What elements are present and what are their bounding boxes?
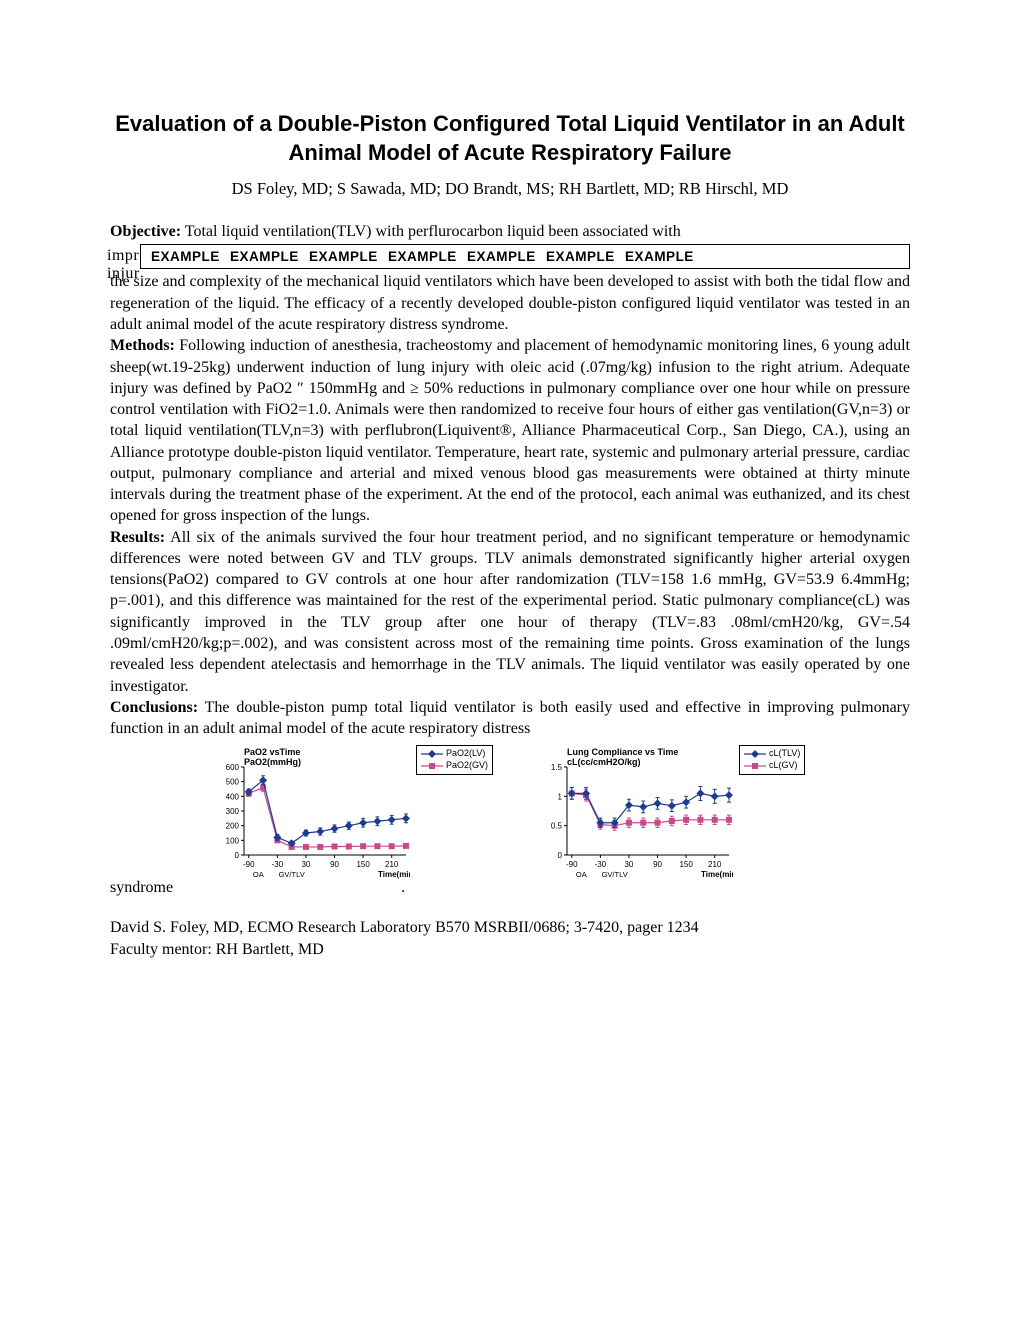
fragment-injur: injur: [107, 265, 140, 283]
chart2-block: Lung Compliance vs TimecL(cc/cmH2O/kg) 0 0…: [533, 745, 805, 885]
svg-text:90: 90: [653, 860, 662, 869]
conclusions-label: Conclusions:: [110, 699, 198, 716]
svg-text:cL(cc/cmH2O/kg): cL(cc/cmH2O/kg): [567, 757, 641, 767]
svg-text:GV/TLV: GV/TLV: [602, 870, 628, 879]
methods-block: Methods: Following induction of anesthes…: [110, 335, 910, 526]
syndrome-period: .: [401, 879, 405, 896]
conclusions-block: Conclusions: The double-piston pump tota…: [110, 697, 910, 740]
chart1-legend: PaO2(LV) PaO2(GV): [416, 745, 493, 774]
legend-row-lv: PaO2(LV): [421, 748, 488, 760]
svg-text:90: 90: [330, 860, 339, 869]
results-text: All six of the animals survived the four…: [110, 529, 910, 695]
svg-text:-30: -30: [272, 860, 284, 869]
example-watermark-text: EXAMPLE EXAMPLE EXAMPLE EXAMPLE EXAMPLE …: [151, 249, 694, 264]
svg-text:-90: -90: [243, 860, 255, 869]
svg-text:Time(min): Time(min): [701, 870, 733, 879]
footer-line1: David S. Foley, MD, ECMO Research Labora…: [110, 917, 910, 939]
svg-text:Time(min): Time(min): [378, 870, 410, 879]
footer-line2: Faculty mentor: RH Bartlett, MD: [110, 939, 910, 961]
svg-text:100: 100: [226, 837, 240, 846]
author-list: DS Foley, MD; S Sawada, MD; DO Brandt, M…: [110, 179, 910, 199]
legend2-row-lv: cL(TLV): [744, 748, 800, 760]
svg-text:300: 300: [226, 807, 240, 816]
svg-text:150: 150: [356, 860, 370, 869]
legend-label-gv: PaO2(GV): [446, 760, 488, 772]
svg-text:0: 0: [558, 851, 563, 860]
svg-text:PaO2 vsTime: PaO2 vsTime: [244, 747, 300, 757]
fragment-impr: impr: [107, 247, 139, 265]
objective-rest: the size and complexity of the mechanica…: [110, 271, 910, 335]
objective-first-line: Objective: Total liquid ventilation(TLV)…: [110, 221, 910, 242]
svg-text:600: 600: [226, 763, 240, 772]
svg-text:210: 210: [708, 860, 722, 869]
methods-label: Methods:: [110, 337, 175, 354]
charts-row: PaO2 vsTimePaO2(mmHg)0100200300400500600…: [210, 745, 910, 885]
chart1: PaO2 vsTimePaO2(mmHg) 0 100 200 300 400 500 600…: [210, 745, 410, 885]
footer-block: David S. Foley, MD, ECMO Research Labora…: [110, 917, 910, 960]
svg-text:30: 30: [625, 860, 634, 869]
legend2-label-gv: cL(GV): [769, 760, 798, 772]
svg-text:500: 500: [226, 778, 240, 787]
svg-text:-30: -30: [595, 860, 607, 869]
svg-text:200: 200: [226, 822, 240, 831]
svg-text:-90: -90: [566, 860, 578, 869]
legend2-row-gv: cL(GV): [744, 760, 800, 772]
svg-text:1: 1: [558, 793, 563, 802]
legend-row-gv: PaO2(GV): [421, 760, 488, 772]
chart2: Lung Compliance vs TimecL(cc/cmH2O/kg) 0 0…: [533, 745, 733, 885]
legend-label-lv: PaO2(LV): [446, 748, 485, 760]
svg-text:PaO2(mmHg): PaO2(mmHg): [244, 757, 301, 767]
svg-text:150: 150: [679, 860, 693, 869]
syndrome-word: syndrome: [110, 879, 173, 896]
svg-text:Lung Compliance vs Time: Lung Compliance vs Time: [567, 747, 678, 757]
example-watermark-box: impr injur EXAMPLE EXAMPLE EXAMPLE EXAMP…: [140, 244, 910, 269]
chart2-legend: cL(TLV) cL(GV): [739, 745, 805, 774]
svg-text:GV/TLV: GV/TLV: [279, 870, 305, 879]
svg-text:400: 400: [226, 793, 240, 802]
svg-text:0: 0: [235, 851, 240, 860]
paper-title: Evaluation of a Double-Piston Configured…: [110, 110, 910, 167]
legend2-label-lv: cL(TLV): [769, 748, 800, 760]
svg-text:1.5: 1.5: [551, 763, 563, 772]
svg-text:210: 210: [385, 860, 399, 869]
results-label: Results:: [110, 529, 165, 546]
objective-label: Objective:: [110, 223, 181, 240]
objective-line1: Total liquid ventilation(TLV) with perfl…: [181, 223, 681, 240]
chart1-block: PaO2 vsTimePaO2(mmHg) 0 100 200 300 400 500 600…: [210, 745, 493, 885]
results-block: Results: All six of the animals survived…: [110, 527, 910, 697]
svg-text:30: 30: [301, 860, 310, 869]
conclusions-text: The double-piston pump total liquid vent…: [110, 699, 910, 737]
methods-text: Following induction of anesthesia, trach…: [110, 337, 910, 524]
svg-text:OA: OA: [253, 870, 264, 879]
svg-text:OA: OA: [576, 870, 587, 879]
svg-text:0.5: 0.5: [551, 822, 563, 831]
